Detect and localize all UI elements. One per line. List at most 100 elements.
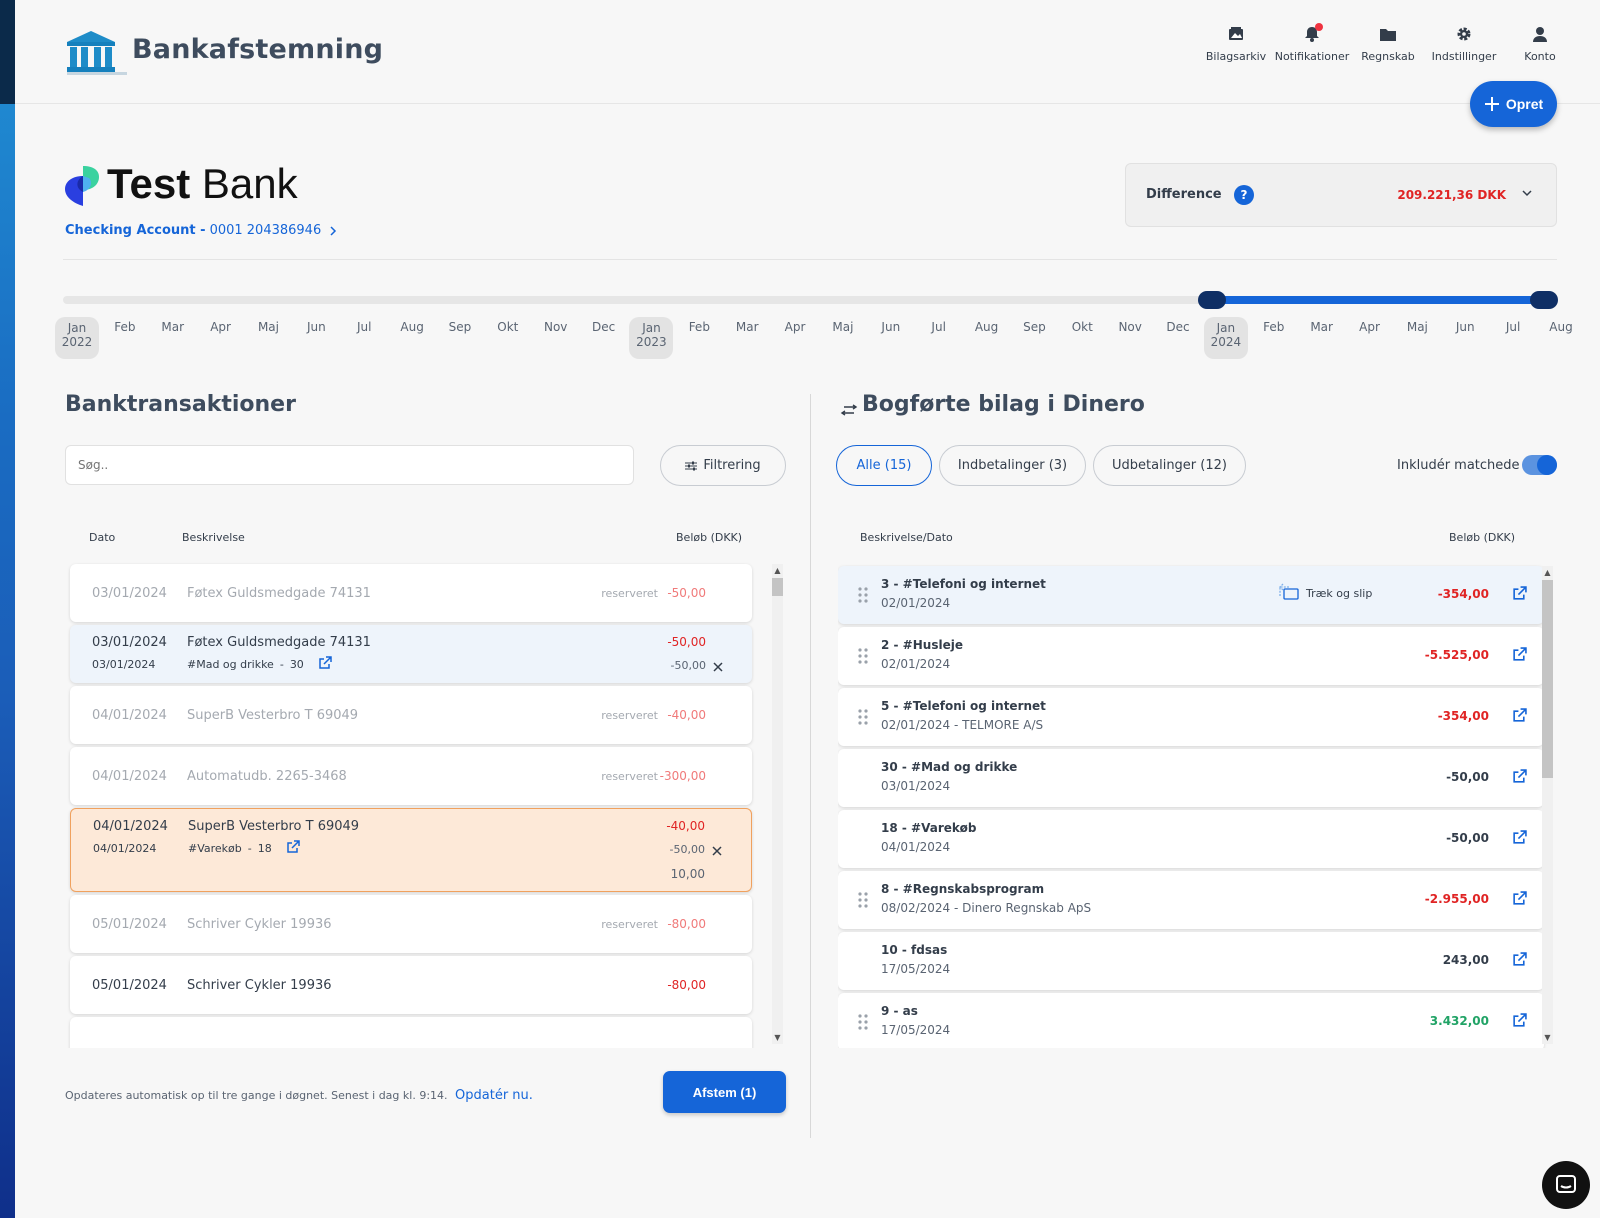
external-link-icon[interactable] [1512,647,1527,666]
chat-button[interactable] [1542,1161,1590,1209]
filter-pill-incoming[interactable]: Indbetalinger (3) [939,445,1086,486]
scroll-down-arrow-icon[interactable]: ▼ [1544,1033,1551,1042]
drag-handle-icon[interactable] [858,1014,868,1034]
transaction-row[interactable]: 05/01/2024 Schriver Cykler 19936 reservere… [70,895,752,953]
timeline-month[interactable]: Jun [1443,320,1487,334]
transaction-row[interactable]: 04/01/2024 Automatudb. 2265-3468 reservere… [70,747,752,805]
voucher-row[interactable]: 2 - #Husleje 02/01/2024 -5.525,00 [838,627,1544,685]
timeline-month[interactable]: Aug [965,320,1009,334]
scroll-down-arrow-icon[interactable]: ▼ [774,1033,781,1042]
voucher-list-scroll-thumb[interactable] [1542,580,1553,778]
voucher-row[interactable]: 30 - #Mad og drikke 03/01/2024 -50,00 [838,749,1544,807]
nav-regnskab[interactable]: Regnskab [1350,26,1426,63]
timeline-month[interactable]: Maj [821,320,865,334]
bank-name-light: Bank [201,160,298,207]
timeline-month[interactable]: Apr [199,320,243,334]
update-now-link[interactable]: Opdatér nu. [455,1088,533,1103]
search-input[interactable] [65,445,634,485]
transaction-row[interactable]: 04/01/2024 SuperB Vesterbro T 69049 reserv… [70,686,752,744]
bank-list-scroll-thumb[interactable] [772,578,783,596]
scroll-up-arrow-icon[interactable]: ▲ [1544,568,1551,577]
filter-button[interactable]: Filtrering [660,445,786,486]
timeline-month[interactable]: Mar [725,320,769,334]
transaction-description: Schriver Cykler 19936 [187,978,332,993]
timeline-month[interactable]: Aug [390,320,434,334]
external-link-icon[interactable] [1512,830,1527,849]
timeline-month[interactable]: Dec [582,320,626,334]
timeline-end-handle[interactable] [1530,291,1558,309]
timeline-month[interactable]: Apr [773,320,817,334]
timeline-month[interactable]: Sep [438,320,482,334]
timeline-month[interactable]: Jun [294,320,338,334]
transaction-row[interactable]: 04/01/2024 SuperB Vesterbro T 69049 -40,00… [70,808,752,892]
timeline-month[interactable]: Okt [486,320,530,334]
scroll-up-arrow-icon[interactable]: ▲ [774,566,781,575]
filter-pill-all[interactable]: Alle (15) [836,445,932,486]
external-link-icon[interactable] [286,840,300,857]
include-matched-toggle[interactable] [1522,455,1557,475]
transaction-row[interactable]: 03/01/2024 Føtex Guldsmedgade 74131 -50,00… [70,625,752,683]
timeline-month[interactable]: Feb [1252,320,1296,334]
timeline-month[interactable]: Apr [1348,320,1392,334]
voucher-row[interactable]: 9 - as 17/05/2024 3.432,00 [838,993,1544,1048]
external-link-icon[interactable] [1512,769,1527,788]
timeline-month[interactable]: Jul [342,320,386,334]
timeline-month[interactable]: Feb [677,320,721,334]
create-button[interactable]: Opret [1470,81,1557,127]
external-link-icon[interactable] [1512,891,1527,910]
external-link-icon[interactable] [1512,1013,1527,1032]
app-title: Bankafstemning [132,34,384,65]
transaction-row[interactable]: 05/01/2024 Schriver Cykler 19936 -80,00 [70,956,752,1014]
timeline-month[interactable]: Jun [869,320,913,334]
nav-indstillinger[interactable]: Indstillinger [1426,26,1502,63]
external-link-icon[interactable] [1512,708,1527,727]
drag-handle-icon[interactable] [858,709,868,729]
timeline-month[interactable]: Mar [1300,320,1344,334]
drag-handle-icon[interactable] [858,587,868,607]
chevron-down-icon[interactable] [1520,186,1534,200]
drag-handle-icon[interactable] [858,648,868,668]
external-link-icon[interactable] [318,656,332,673]
voucher-list-scrollbar[interactable] [1542,566,1553,1044]
remove-match-icon[interactable] [712,658,724,677]
bank-list-scrollbar[interactable] [772,564,783,1044]
drag-handle-icon[interactable] [858,892,868,912]
transaction-row-partial[interactable] [70,1017,752,1048]
timeline-month[interactable]: Maj [246,320,290,334]
external-link-icon[interactable] [1512,952,1527,971]
timeline-month[interactable]: Nov [534,320,578,334]
difference-panel[interactable]: Difference ? 209.221,36 DKK [1125,163,1557,227]
timeline-month[interactable]: Jul [917,320,961,334]
timeline-month[interactable]: Jan 2024 [1203,317,1248,359]
timeline-month[interactable]: Sep [1012,320,1056,334]
remove-match-icon[interactable] [711,842,723,861]
nav-notifikationer[interactable]: Notifikationer [1274,23,1350,63]
timeline-month[interactable]: Okt [1060,320,1104,334]
voucher-row[interactable]: 5 - #Telefoni og internet 02/01/2024 - TE… [838,688,1544,746]
voucher-row[interactable]: 8 - #Regnskabsprogram 08/02/2024 - Dinero… [838,871,1544,929]
help-icon[interactable]: ? [1234,185,1254,205]
timeline-month[interactable]: Jan 2022 [55,317,99,359]
timeline-month[interactable]: Mar [151,320,195,334]
transaction-row[interactable]: 03/01/2024 Føtex Guldsmedgade 74131 reserv… [70,564,752,622]
external-link-icon[interactable] [1512,586,1527,605]
voucher-date: 02/01/2024 [881,657,951,671]
voucher-row[interactable]: 18 - #Varekøb 04/01/2024 -50,00 [838,810,1544,868]
timeline-month[interactable]: Feb [103,320,147,334]
nav-konto[interactable]: Konto [1502,26,1578,63]
voucher-row[interactable]: 3 - #Telefoni og internet 02/01/2024 Træk … [838,566,1544,624]
reconcile-button[interactable]: Afstem (1) [663,1071,786,1113]
timeline-month[interactable]: Aug [1539,320,1583,334]
timeline-start-handle[interactable] [1198,291,1226,309]
filter-pill-outgoing[interactable]: Udbetalinger (12) [1093,445,1246,486]
account-link[interactable]: Checking Account - 0001 204386946 [65,223,339,238]
timeline-month[interactable]: Jan 2023 [629,317,674,359]
timeline-month[interactable]: Nov [1108,320,1152,334]
month-label: Jan [642,321,661,335]
voucher-row[interactable]: 10 - fdsas 17/05/2024 243,00 [838,932,1544,990]
timeline-track[interactable] [63,296,1549,304]
timeline-month[interactable]: Dec [1156,320,1200,334]
timeline-month[interactable]: Jul [1491,320,1535,334]
nav-bilagsarkiv[interactable]: Bilagsarkiv [1198,26,1274,63]
timeline-month[interactable]: Maj [1395,320,1439,334]
